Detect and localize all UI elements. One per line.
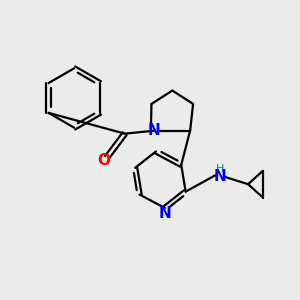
- Text: N: N: [214, 169, 226, 184]
- Text: N: N: [148, 123, 161, 138]
- Text: H: H: [216, 164, 224, 174]
- Text: N: N: [159, 206, 172, 220]
- Text: O: O: [97, 154, 110, 169]
